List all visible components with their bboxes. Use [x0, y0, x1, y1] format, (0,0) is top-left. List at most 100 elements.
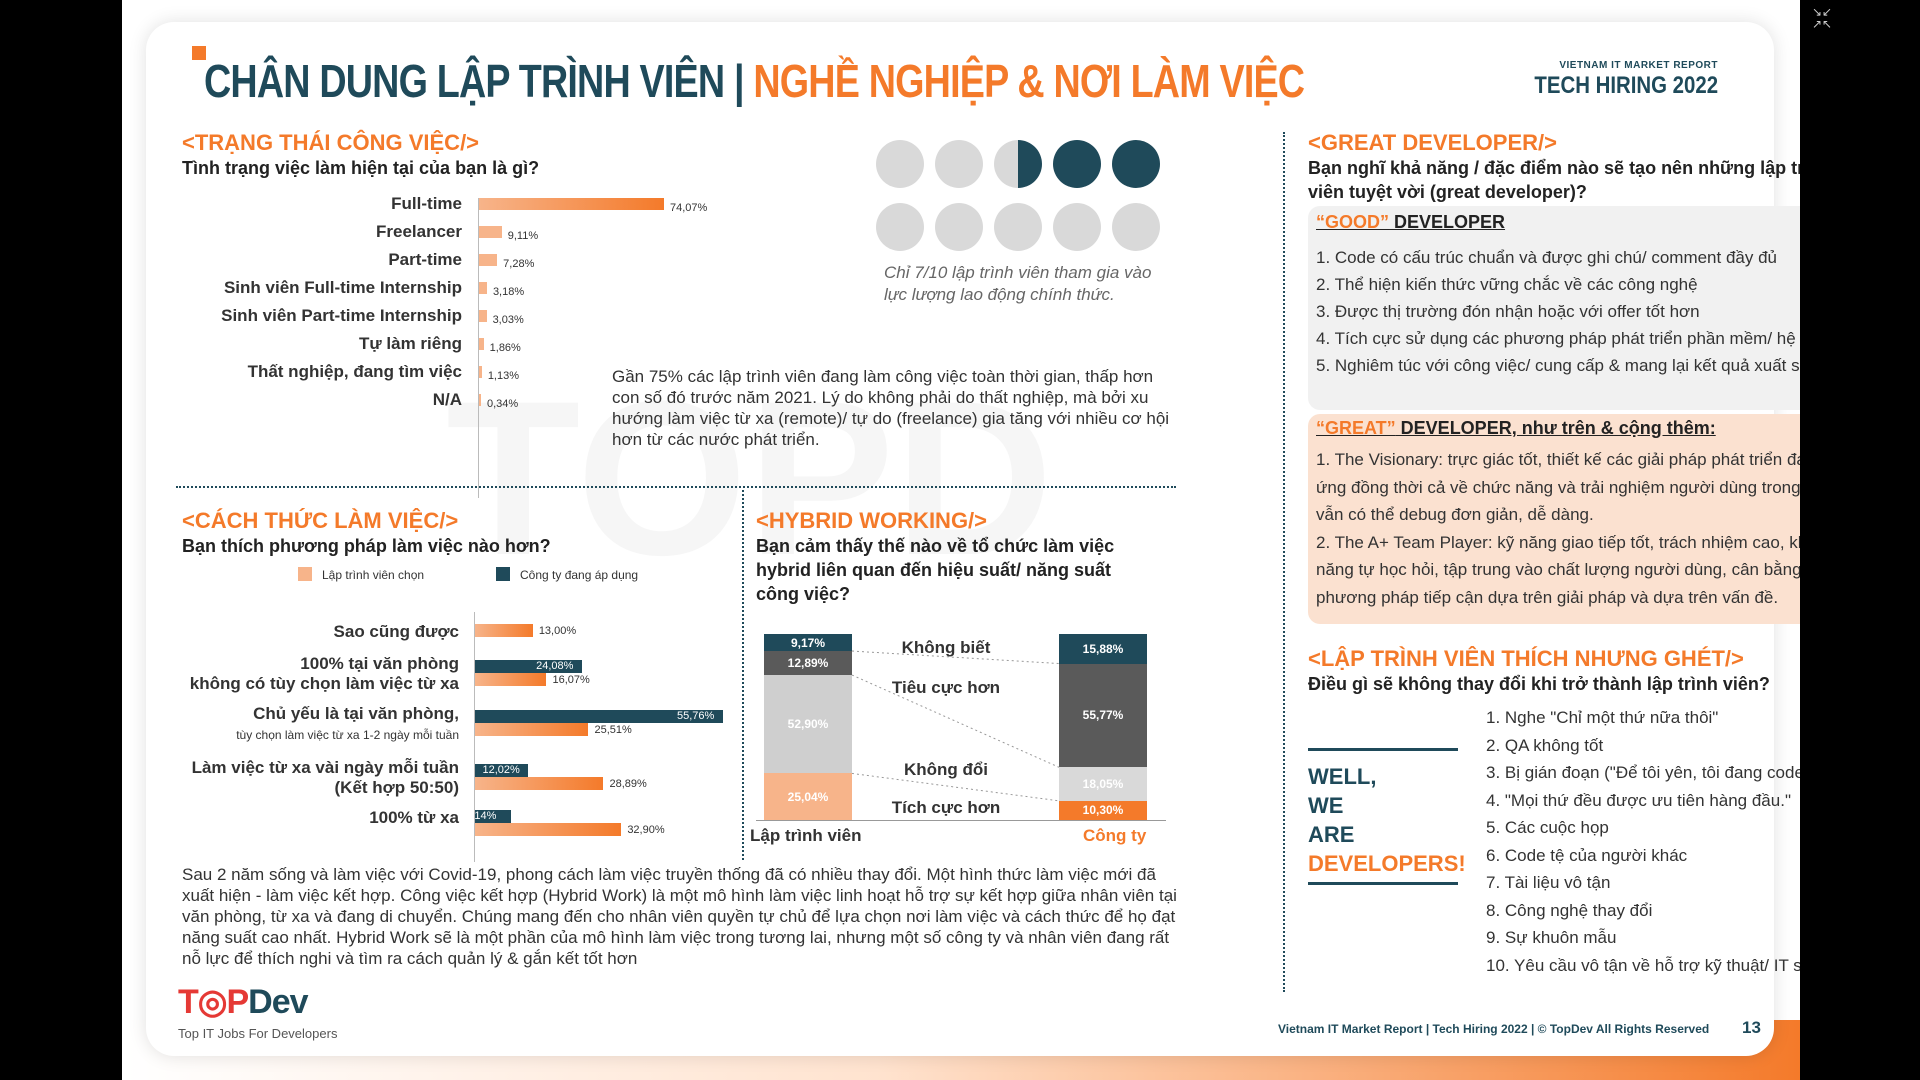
work-method-label: Chủ yếu là tại văn phòng, tùy chọn làm vi…: [236, 704, 459, 745]
workforce-dot-icon: [1112, 203, 1160, 251]
page-title: CHÂN DUNG LẬP TRÌNH VIÊN | NGHỀ NGHIỆP &…: [204, 54, 1305, 108]
hybrid-company-segment: 15,88%: [1059, 634, 1147, 664]
work-method-label-sub: không có tùy chọn làm việc từ xa: [189, 674, 459, 693]
employment-bar: [479, 198, 664, 210]
work-method-dev-bar: [475, 624, 533, 637]
slogan-block: WELL, WE ARE DEVELOPERS!: [1308, 762, 1466, 878]
legend-company-label: Công ty đang áp dụng: [520, 568, 639, 582]
work-method-label-sub: (Kết hợp 50:50): [334, 778, 460, 797]
love-hate-item: 6. Code tệ của người khác: [1486, 845, 1688, 865]
footer-credit: Vietnam IT Market Report | Tech Hiring 2…: [1278, 1022, 1710, 1036]
work-method-dev-bar: [475, 777, 604, 790]
slogan-line: WELL,: [1308, 764, 1377, 789]
work-method-company-value: 55,76%: [677, 710, 715, 722]
fullscreen-toggle-icon[interactable]: ↘↙ ↗↖: [1812, 5, 1833, 31]
work-method-label-line: Chủ yếu là tại văn phòng,: [253, 704, 459, 723]
topdev-logo: T◎PDev: [178, 982, 309, 1022]
great-dev-list: 1. The Visionary: trực giác tốt, thiết k…: [1316, 446, 1800, 611]
good-dev-heading-rest: DEVELOPER: [1389, 212, 1506, 232]
report-brand-small: VIETNAM IT MARKET REPORT: [1559, 60, 1718, 71]
hybrid-dev-segment: 12,89%: [764, 651, 852, 676]
good-dev-heading-quote: “GOOD”: [1316, 212, 1390, 232]
hybrid-company-value: 55,77%: [1082, 708, 1124, 723]
work-method-dev-bar: [475, 823, 622, 836]
slogan-rule-bottom: [1308, 882, 1458, 885]
title-part-2: NGHỀ NGHIỆP & NƠI LÀM VIỆC: [753, 55, 1305, 107]
great-dev-title: <GREAT DEVELOPER/>: [1308, 130, 1557, 155]
hybrid-dev-value: 9,17%: [790, 635, 826, 650]
great-dev-box: [1308, 414, 1800, 624]
good-dev-box: [1308, 206, 1800, 410]
work-method-dev-bar: [475, 723, 589, 736]
hybrid-title: <HYBRID WORKING/>: [756, 508, 988, 533]
logo-letter-t: T: [178, 983, 199, 1021]
love-hate-item: 7. Tài liệu vô tận: [1486, 873, 1611, 892]
employment-bar-value: 0,34%: [487, 398, 519, 410]
love-hate-item: 2. QA không tốt: [1486, 735, 1604, 755]
divider-horizontal-left: [176, 486, 1176, 488]
work-method-label-line: 100% tại văn phòng: [300, 654, 459, 673]
hybrid-category-label: Tích cực hơn: [891, 798, 1001, 817]
workforce-dot-icon: [1053, 203, 1101, 251]
work-method-company-value: 12,02%: [482, 764, 520, 776]
employment-question: Tình trạng việc làm hiện tại của bạn là …: [182, 158, 540, 178]
work-method-company-bar: [475, 660, 583, 673]
work-method-label: Sao cũng được: [334, 622, 459, 642]
report-page: TOPD CHÂN DUNG LẬP TRÌNH VIÊN | NGHỀ NGH…: [146, 22, 1800, 1056]
employment-bar-value: 3,18%: [492, 286, 525, 298]
title-part-1: CHÂN DUNG LẬP TRÌNH VIÊN: [204, 55, 725, 107]
work-method-dev-value: 32,90%: [627, 824, 665, 836]
good-dev-item: 1. Code có cấu trúc chuẩn và được ghi ch…: [1316, 248, 1778, 267]
employment-bar-label: Part-time: [388, 250, 462, 269]
hybrid-dev-segment: 9,17%: [764, 634, 852, 652]
logo-dev: Dev: [248, 983, 308, 1021]
work-method-dev-value: 16,07%: [552, 674, 590, 686]
hybrid-dev-value: 25,04%: [787, 789, 829, 804]
hybrid-category-label: Tiêu cực hơn: [891, 678, 1001, 697]
workforce-dot-icon: [935, 203, 983, 251]
hybrid-question: Bạn cảm thấy thế nào về tổ chức làm việc…: [756, 536, 1115, 604]
hybrid-company-value: 10,30%: [1082, 803, 1124, 818]
good-dev-heading: “GOOD” DEVELOPER: [1316, 212, 1505, 233]
work-method-company-value: 24,08%: [536, 660, 574, 672]
divider-vertical-mid: [742, 490, 744, 860]
employment-bar: [479, 310, 487, 322]
good-dev-item: 2. Thể hiện kiến thức vững chắc về các c…: [1316, 275, 1698, 294]
love-hate-title: <LẬP TRÌNH VIÊN THÍCH NHƯNG GHÉT/>: [1308, 646, 1744, 671]
covid-paragraph: Sau 2 năm sống và làm việc với Covid-19,…: [182, 865, 1177, 968]
hybrid-dev-segment: 25,04%: [764, 773, 852, 820]
employment-bar-value: 1,86%: [489, 342, 521, 354]
work-method-dev-value: 28,89%: [609, 778, 647, 790]
workforce-dot-icon: [1112, 140, 1160, 188]
work-method-label: 100% tại văn phòng không có tùy chọn làm …: [190, 654, 459, 694]
great-dev-item: 1. The Visionary: trực giác tốt, thiết k…: [1316, 450, 1800, 524]
hybrid-company-value: 15,88%: [1082, 641, 1124, 656]
employment-axis: [478, 198, 479, 498]
work-method-label: Làm việc từ xa vài ngày mỗi tuần (Kết hợp…: [192, 758, 459, 798]
hybrid-company-segment: 18,05%: [1059, 767, 1147, 801]
love-hate-item: 9. Sự khuôn mẫu: [1486, 928, 1617, 947]
love-hate-item: 8. Công nghệ thay đổi: [1486, 900, 1653, 920]
employment-bar: [479, 282, 487, 294]
employment-summary: Gần 75% các lập trình viên đang làm công…: [612, 367, 1170, 449]
love-hate-item: 1. Nghe "Chỉ một thứ nữa thôi": [1486, 708, 1719, 727]
work-method-label-sub-wrap: tùy chọn làm việc từ xa 1-2 ngày mỗi tuầ…: [236, 724, 459, 745]
employment-bar-label: Freelancer: [376, 222, 462, 241]
employment-bar-value: 1,13%: [487, 370, 520, 382]
report-brand-big: TECH HIRING 2022: [1534, 72, 1718, 99]
legend-dev-swatch: [298, 567, 312, 581]
hybrid-category-label: Không biết: [901, 638, 991, 657]
love-hate-item: 10. Yêu cầu vô tận về hỗ trợ kỹ thuật/ I…: [1486, 955, 1800, 975]
workforce-dot-icon: [876, 140, 924, 188]
title-separator: |: [733, 55, 745, 107]
workforce-dot-icon: [994, 140, 1042, 188]
great-dev-heading-rest: DEVELOPER, như trên & cộng thêm:: [1395, 418, 1716, 438]
work-method-label-sub: tùy chọn làm việc từ xa 1-2 ngày mỗi tuầ…: [236, 728, 459, 742]
great-dev-item: 2. The A+ Team Player: kỹ năng giao tiếp…: [1316, 532, 1800, 607]
work-method-dev-bar: [475, 673, 547, 686]
work-method-company-bar: [475, 810, 512, 823]
workforce-dot-icon: [1053, 140, 1101, 188]
employment-bar-label: N/A: [432, 390, 462, 409]
love-hate-question: Điều gì sẽ không thay đổi khi trở thành …: [1308, 674, 1770, 694]
great-dev-heading: “GREAT” DEVELOPER, như trên & cộng thêm:: [1316, 418, 1716, 439]
